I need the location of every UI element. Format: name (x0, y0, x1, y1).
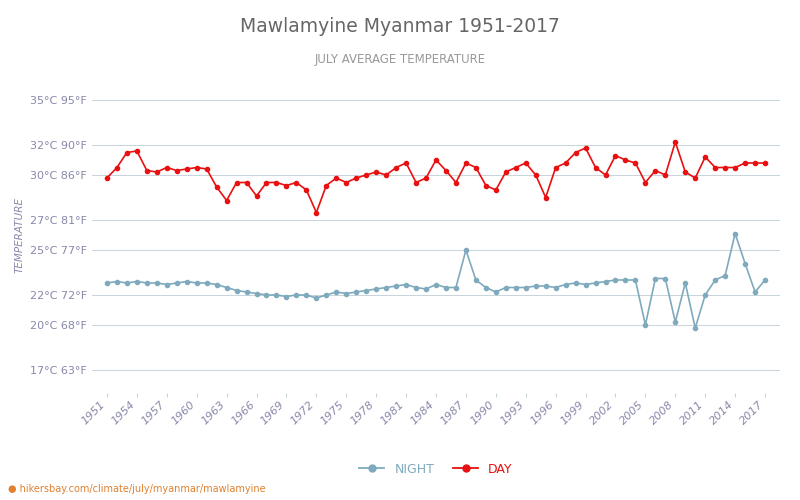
Text: ● hikersbay.com/climate/july/myanmar/mawlamyine: ● hikersbay.com/climate/july/myanmar/maw… (8, 484, 266, 494)
Text: JULY AVERAGE TEMPERATURE: JULY AVERAGE TEMPERATURE (314, 52, 486, 66)
Y-axis label: TEMPERATURE: TEMPERATURE (14, 197, 25, 273)
Legend: NIGHT, DAY: NIGHT, DAY (354, 458, 518, 481)
Text: Mawlamyine Myanmar 1951-2017: Mawlamyine Myanmar 1951-2017 (240, 18, 560, 36)
